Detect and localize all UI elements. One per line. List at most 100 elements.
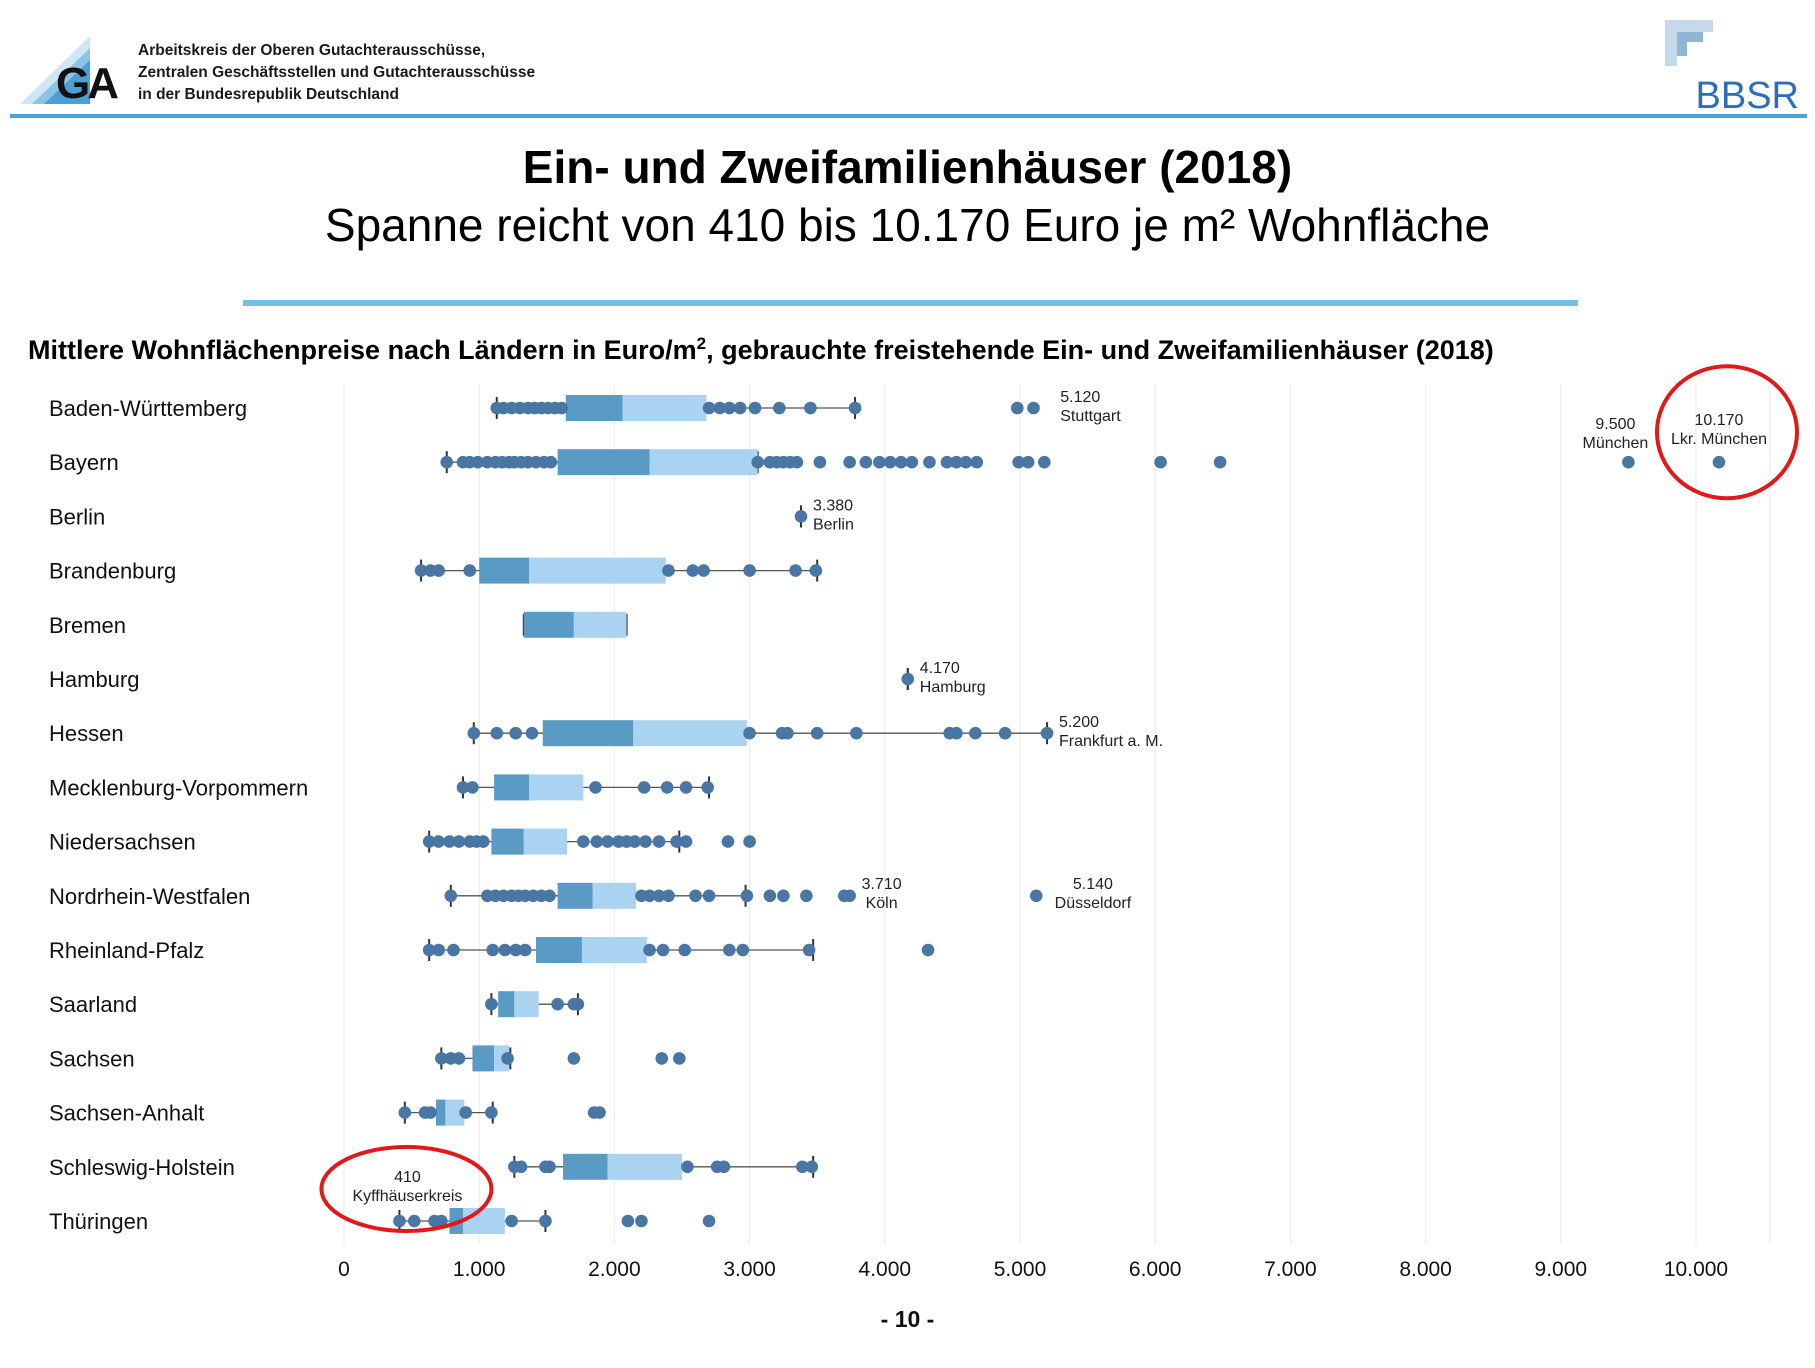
data-point xyxy=(525,726,539,740)
box-upper xyxy=(529,774,584,801)
data-point xyxy=(544,455,558,469)
data-point xyxy=(1622,455,1635,469)
header-rule xyxy=(10,114,1807,118)
category-label: Sachsen xyxy=(49,1046,135,1071)
box-upper xyxy=(523,828,568,855)
data-point xyxy=(1010,401,1024,415)
page-number: - 10 - xyxy=(880,1306,935,1332)
x-tick-label: 0 xyxy=(338,1258,350,1281)
box-lower xyxy=(523,611,574,638)
bbsr-logo-text: BBSR xyxy=(1696,75,1799,114)
data-point xyxy=(486,943,500,957)
category-row xyxy=(414,557,823,584)
data-point xyxy=(736,943,750,957)
category-row xyxy=(456,774,714,801)
data-point xyxy=(805,1160,819,1174)
annotation-label: Lkr. München xyxy=(1671,431,1767,448)
chart-title-sup: 2 xyxy=(696,334,707,353)
x-tick-label: 4.000 xyxy=(859,1258,912,1281)
annotation-value: 4.170 xyxy=(920,660,960,677)
data-point xyxy=(518,943,532,957)
data-point xyxy=(444,889,458,903)
category-label: Bayern xyxy=(49,450,119,475)
data-point xyxy=(422,943,436,957)
box-upper xyxy=(445,1099,465,1126)
data-point xyxy=(393,1214,406,1228)
data-point xyxy=(476,835,490,848)
data-point xyxy=(498,943,512,957)
data-point xyxy=(751,455,765,469)
x-tick-label: 2.000 xyxy=(588,1258,641,1281)
category-row xyxy=(422,828,756,855)
box-lower xyxy=(557,449,650,476)
data-point xyxy=(440,455,454,469)
annotation-value: 410 xyxy=(394,1169,421,1186)
annotation-label: Köln xyxy=(866,895,898,912)
data-point xyxy=(505,1214,518,1228)
data-point xyxy=(643,943,656,957)
page-subtitle: Spanne reicht von 410 bis 10.170 Euro je… xyxy=(324,199,1491,251)
data-point xyxy=(590,835,604,848)
box-upper xyxy=(633,720,747,747)
bbsr-logo: BBSR xyxy=(1665,20,1799,114)
box-upper xyxy=(462,1208,505,1234)
data-point xyxy=(490,726,504,740)
data-point xyxy=(810,726,824,740)
data-point xyxy=(794,510,808,523)
box-upper xyxy=(649,449,758,476)
data-point xyxy=(435,1214,448,1228)
category-label: Sachsen-Anhalt xyxy=(49,1101,204,1126)
chart-title: Mittlere Wohnflächenpreise nach Ländern … xyxy=(28,334,1494,366)
data-point xyxy=(901,672,915,686)
highlight-ellipse-min xyxy=(319,1145,494,1233)
chart-title-rest: , gebrauchte freistehende Ein- und Zweif… xyxy=(706,335,1494,365)
annotation-label: Kyffhäuserkreis xyxy=(352,1188,462,1205)
box-upper xyxy=(581,937,647,963)
data-point xyxy=(959,455,973,469)
data-point xyxy=(777,889,790,903)
data-point xyxy=(686,564,700,577)
data-point xyxy=(571,997,585,1011)
data-point xyxy=(398,1106,412,1119)
data-point xyxy=(850,726,863,740)
data-point xyxy=(678,943,692,957)
data-point xyxy=(555,401,568,415)
data-point xyxy=(743,835,756,848)
data-point xyxy=(652,889,666,903)
data-point xyxy=(790,455,804,469)
data-point xyxy=(940,455,954,469)
data-point xyxy=(679,781,693,794)
data-point xyxy=(950,455,963,469)
data-point xyxy=(848,401,862,415)
data-point xyxy=(1040,726,1054,740)
box-lower xyxy=(498,991,515,1018)
data-point xyxy=(466,781,479,794)
data-point xyxy=(923,455,936,469)
data-point xyxy=(723,943,736,957)
data-point xyxy=(643,889,656,903)
data-point xyxy=(1213,455,1227,469)
data-point xyxy=(672,1052,686,1065)
data-point xyxy=(740,889,754,903)
org-line-1: Arbeitskreis der Oberen Gutachterausschü… xyxy=(138,42,486,59)
data-point xyxy=(697,564,710,577)
annotation-value: 5.120 xyxy=(1060,389,1100,406)
data-point xyxy=(802,943,816,957)
data-point xyxy=(639,835,652,848)
box-lower xyxy=(542,720,634,747)
data-point xyxy=(702,889,716,903)
annotation-value: 10.170 xyxy=(1695,412,1744,429)
data-point xyxy=(921,943,935,957)
data-point xyxy=(796,1160,809,1174)
data-point xyxy=(463,564,477,577)
data-point xyxy=(950,726,963,740)
data-point xyxy=(1154,455,1167,469)
category-row xyxy=(901,668,915,690)
data-point xyxy=(809,564,823,577)
data-point xyxy=(701,781,714,794)
category-label: Hamburg xyxy=(49,667,139,692)
category-label: Nordrhein-Westfalen xyxy=(49,884,250,909)
data-point xyxy=(422,835,436,848)
category-row xyxy=(794,505,808,528)
data-point xyxy=(589,781,602,794)
